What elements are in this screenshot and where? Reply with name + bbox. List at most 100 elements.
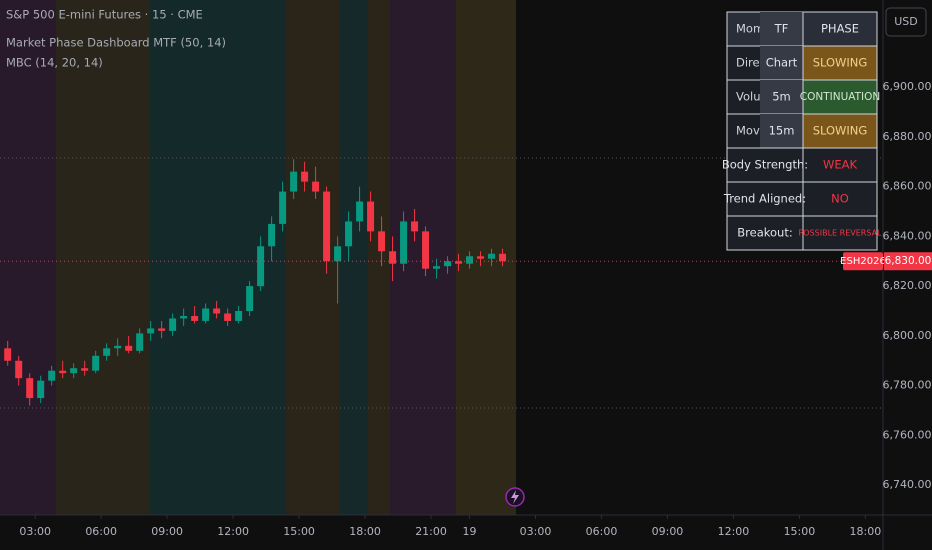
candle-body	[180, 315, 188, 319]
candle-body	[59, 370, 67, 374]
candle-body	[367, 201, 375, 232]
candle-body	[257, 246, 265, 287]
x-tick-label: 15:00	[283, 525, 315, 538]
candle-body	[48, 370, 56, 381]
y-tick-label: 6,820.00	[883, 279, 932, 292]
dashboard-label: Trend Aligned:	[723, 192, 806, 206]
y-tick-label: 6,760.00	[883, 428, 932, 441]
y-tick-label: 6,840.00	[883, 229, 932, 242]
y-tick-label: 6,900.00	[883, 80, 932, 93]
dashboard-phase: SLOWING	[813, 124, 868, 138]
candle-body	[81, 368, 89, 371]
dashboard-tf-cell	[760, 12, 803, 46]
y-tick-label: 6,800.00	[883, 329, 932, 342]
x-tick-label: 19	[463, 525, 477, 538]
x-tick-label: 21:00	[415, 525, 447, 538]
candle-body	[268, 223, 276, 247]
dashboard-value: POSSIBLE REVERSAL	[798, 229, 882, 238]
dashboard-phase-cell	[802, 45, 878, 81]
candle-body	[301, 171, 309, 182]
candle-body	[147, 328, 155, 334]
candle-body	[499, 253, 507, 262]
dashboard-phase: SLOWING	[813, 56, 868, 70]
x-tick-label: 06:00	[85, 525, 117, 538]
y-tick-label: 6,780.00	[883, 379, 932, 392]
candle-body	[290, 171, 298, 192]
candle-body	[125, 345, 133, 351]
last-price-label: 6,830.00	[885, 255, 932, 267]
x-tick-label: 18:00	[349, 525, 381, 538]
phase-band	[0, 0, 56, 515]
dashboard-tf: 5m	[772, 90, 791, 104]
currency-label[interactable]: USD	[894, 15, 918, 28]
dashboard-label: Breakout:	[737, 226, 792, 240]
candle-body	[455, 261, 463, 264]
indicator-label: MBC (14, 20, 14)	[6, 56, 103, 70]
dashboard-tf: Chart	[766, 56, 798, 70]
candle-body	[422, 231, 430, 269]
candle-body	[114, 345, 122, 349]
candle-body	[169, 318, 177, 331]
y-tick-label: 6,740.00	[883, 478, 932, 491]
dashboard-value: NO	[831, 192, 849, 206]
candle-body	[400, 221, 408, 264]
candle-body	[235, 310, 243, 321]
phase-band	[456, 0, 516, 515]
candle-body	[4, 348, 12, 361]
candle-body	[345, 221, 353, 247]
phase-band	[340, 0, 368, 515]
symbol-tag: ESH2026	[840, 256, 886, 267]
dashboard-label: Move	[736, 124, 767, 138]
candle-body	[477, 256, 485, 259]
phase-band	[150, 0, 286, 515]
x-tick-label: 12:00	[718, 525, 750, 538]
x-tick-label: 09:00	[652, 525, 684, 538]
x-tick-label: 09:00	[151, 525, 183, 538]
dashboard-phase: CONTINUATION	[800, 91, 881, 103]
candle-body	[444, 261, 452, 267]
dashboard-tf-cell	[760, 114, 803, 148]
dashboard-label: Body Strength:	[722, 158, 808, 172]
candle-body	[26, 378, 34, 399]
candle-body	[356, 201, 364, 222]
candle-body	[191, 315, 199, 321]
phase-bands	[0, 0, 516, 515]
phase-band	[286, 0, 340, 515]
candle-body	[103, 348, 111, 356]
dashboard-row	[726, 181, 878, 217]
y-tick-label: 6,860.00	[883, 180, 932, 193]
dashboard-tf: 15m	[769, 124, 795, 138]
candle-body	[312, 181, 320, 192]
phase-band	[368, 0, 390, 515]
candle-body	[411, 221, 419, 232]
dashboard-phase-cell	[802, 79, 878, 115]
dashboard-label: Direc	[736, 56, 766, 70]
phase-band	[56, 0, 150, 515]
candle-body	[136, 333, 144, 351]
candle-body	[224, 313, 232, 321]
x-tick-label: 06:00	[586, 525, 618, 538]
candle-body	[202, 308, 210, 321]
candle-body	[246, 286, 254, 311]
candle-body	[389, 251, 397, 264]
dashboard-row	[726, 215, 878, 251]
candle-body	[378, 231, 386, 252]
candle-body	[466, 256, 474, 264]
x-tick-label: 15:00	[784, 525, 816, 538]
candle-body	[334, 246, 342, 262]
dashboard-phase: PHASE	[821, 22, 859, 36]
candle-body	[323, 191, 331, 262]
x-tick-label: 03:00	[520, 525, 552, 538]
indicator-label: Market Phase Dashboard MTF (50, 14)	[6, 36, 226, 50]
currency-button[interactable]	[885, 7, 927, 37]
x-tick-label: 03:00	[19, 525, 51, 538]
event-icon-bolt	[511, 490, 519, 504]
dashboard-phase-cell	[802, 11, 878, 47]
last-price-box	[884, 252, 932, 271]
candle-body	[433, 266, 441, 269]
dashboard-row	[726, 147, 878, 183]
candle-body	[488, 253, 496, 259]
